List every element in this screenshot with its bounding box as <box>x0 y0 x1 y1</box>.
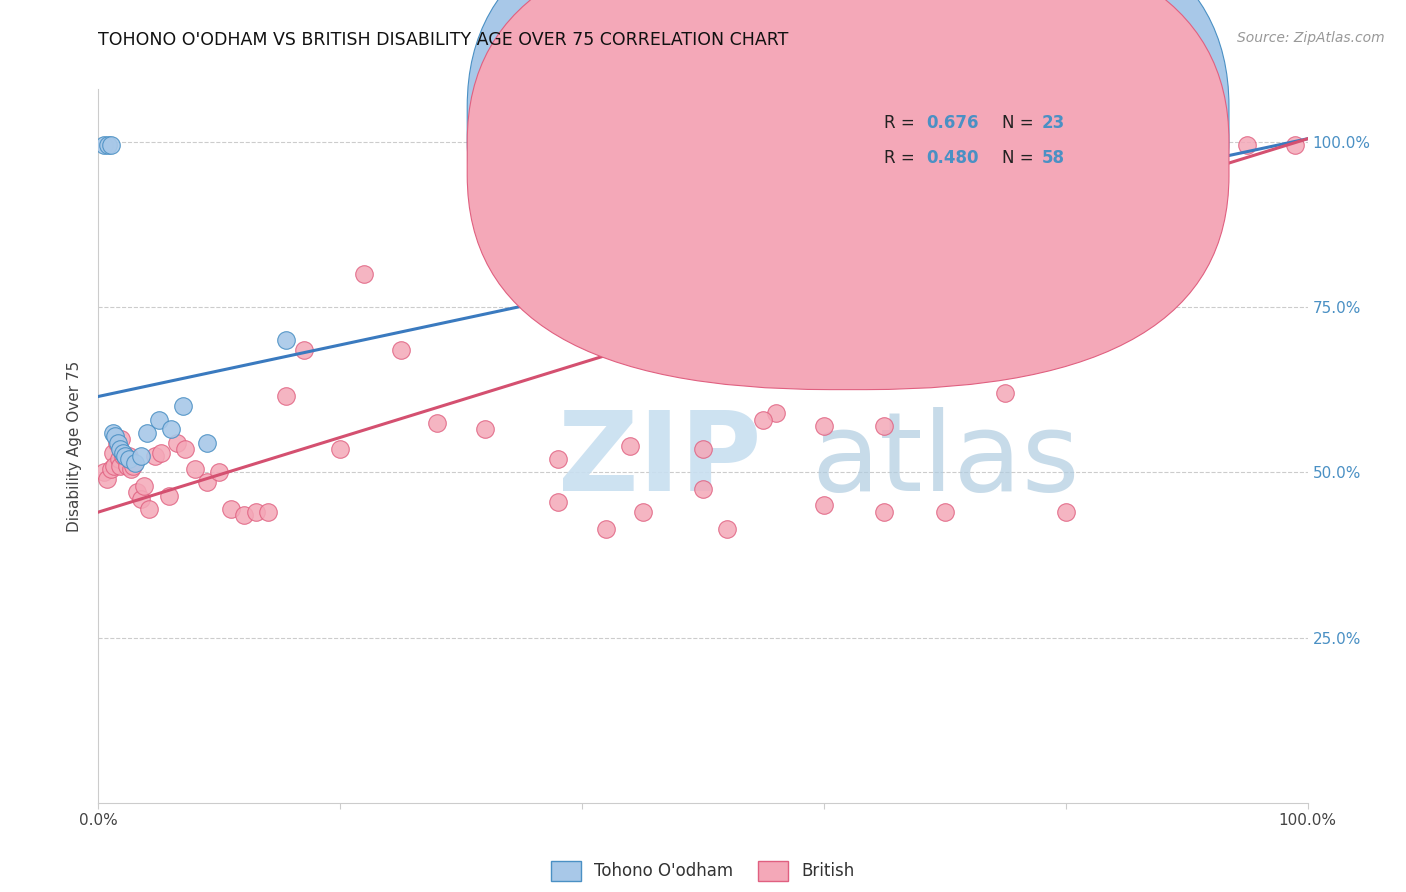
Point <box>595 522 617 536</box>
Point <box>148 412 170 426</box>
Point <box>118 452 141 467</box>
Point <box>256 505 278 519</box>
Text: N =: N = <box>1001 114 1039 132</box>
Point <box>426 416 449 430</box>
Point <box>134 478 156 492</box>
Point <box>100 138 122 153</box>
Point <box>127 485 149 500</box>
Point <box>111 449 134 463</box>
Legend: Tohono O'odham, British: Tohono O'odham, British <box>544 855 862 888</box>
Point <box>105 435 128 450</box>
Text: Source: ZipAtlas.com: Source: ZipAtlas.com <box>1237 31 1385 45</box>
Point <box>274 333 297 347</box>
Bar <box>818 100 1121 182</box>
Point <box>631 505 654 519</box>
Point <box>329 442 352 457</box>
Point <box>873 505 896 519</box>
Point <box>108 442 131 457</box>
Text: R =: R = <box>884 150 921 168</box>
Point <box>245 505 267 519</box>
Text: ZIP: ZIP <box>558 407 761 514</box>
Point <box>157 489 180 503</box>
Point <box>1157 138 1180 153</box>
Point <box>114 449 136 463</box>
Point <box>232 508 254 523</box>
Point <box>221 501 243 516</box>
Point <box>692 442 714 457</box>
Point <box>752 412 775 426</box>
Text: 0.480: 0.480 <box>927 150 979 168</box>
Point <box>111 445 134 459</box>
Point <box>716 522 738 536</box>
Point <box>619 439 641 453</box>
Point <box>166 435 188 450</box>
Point <box>107 435 129 450</box>
Point <box>160 422 183 436</box>
Point <box>108 458 131 473</box>
Point <box>208 466 231 480</box>
Point <box>93 138 115 153</box>
Point <box>274 389 297 403</box>
Point <box>1115 138 1137 153</box>
Text: atlas: atlas <box>811 407 1080 514</box>
Point <box>101 425 124 440</box>
Point <box>195 435 218 450</box>
Point <box>692 482 714 496</box>
FancyBboxPatch shape <box>467 0 1229 390</box>
Point <box>813 419 835 434</box>
Point <box>117 458 139 473</box>
Point <box>118 449 141 463</box>
Point <box>353 267 375 281</box>
Point <box>389 343 412 358</box>
Point <box>1054 505 1077 519</box>
Point <box>100 462 122 476</box>
Text: N =: N = <box>1001 150 1039 168</box>
Point <box>776 267 799 281</box>
FancyBboxPatch shape <box>467 0 1229 355</box>
Point <box>292 343 315 358</box>
Point <box>547 495 569 509</box>
Point <box>110 433 132 447</box>
Point <box>143 449 166 463</box>
Point <box>129 449 152 463</box>
Point <box>138 501 160 516</box>
Point <box>108 452 131 467</box>
Point <box>195 475 218 490</box>
Point <box>96 472 118 486</box>
Text: 58: 58 <box>1042 150 1064 168</box>
Point <box>813 138 835 153</box>
Point <box>124 456 146 470</box>
Point <box>934 505 956 519</box>
Point <box>1152 138 1174 153</box>
Text: 0.676: 0.676 <box>927 114 979 132</box>
Point <box>97 138 120 153</box>
Point <box>120 462 142 476</box>
Text: R =: R = <box>884 114 921 132</box>
Point <box>93 466 115 480</box>
Point <box>150 445 173 459</box>
Text: 23: 23 <box>1042 114 1064 132</box>
Y-axis label: Disability Age Over 75: Disability Age Over 75 <box>67 360 83 532</box>
Point <box>813 499 835 513</box>
Point <box>135 425 157 440</box>
Point <box>103 458 125 473</box>
Point <box>994 386 1017 401</box>
Point <box>114 449 136 463</box>
Point <box>1284 138 1306 153</box>
Point <box>104 429 127 443</box>
Point <box>172 400 194 414</box>
Text: TOHONO O'ODHAM VS BRITISH DISABILITY AGE OVER 75 CORRELATION CHART: TOHONO O'ODHAM VS BRITISH DISABILITY AGE… <box>98 31 789 49</box>
Point <box>474 422 496 436</box>
Point <box>765 406 787 420</box>
Point <box>1199 138 1222 153</box>
Point <box>129 491 152 506</box>
Point <box>547 452 569 467</box>
Point <box>873 419 896 434</box>
Point <box>174 442 197 457</box>
Point <box>184 462 207 476</box>
Point <box>122 458 145 473</box>
Point <box>101 445 124 459</box>
Point <box>1236 138 1258 153</box>
